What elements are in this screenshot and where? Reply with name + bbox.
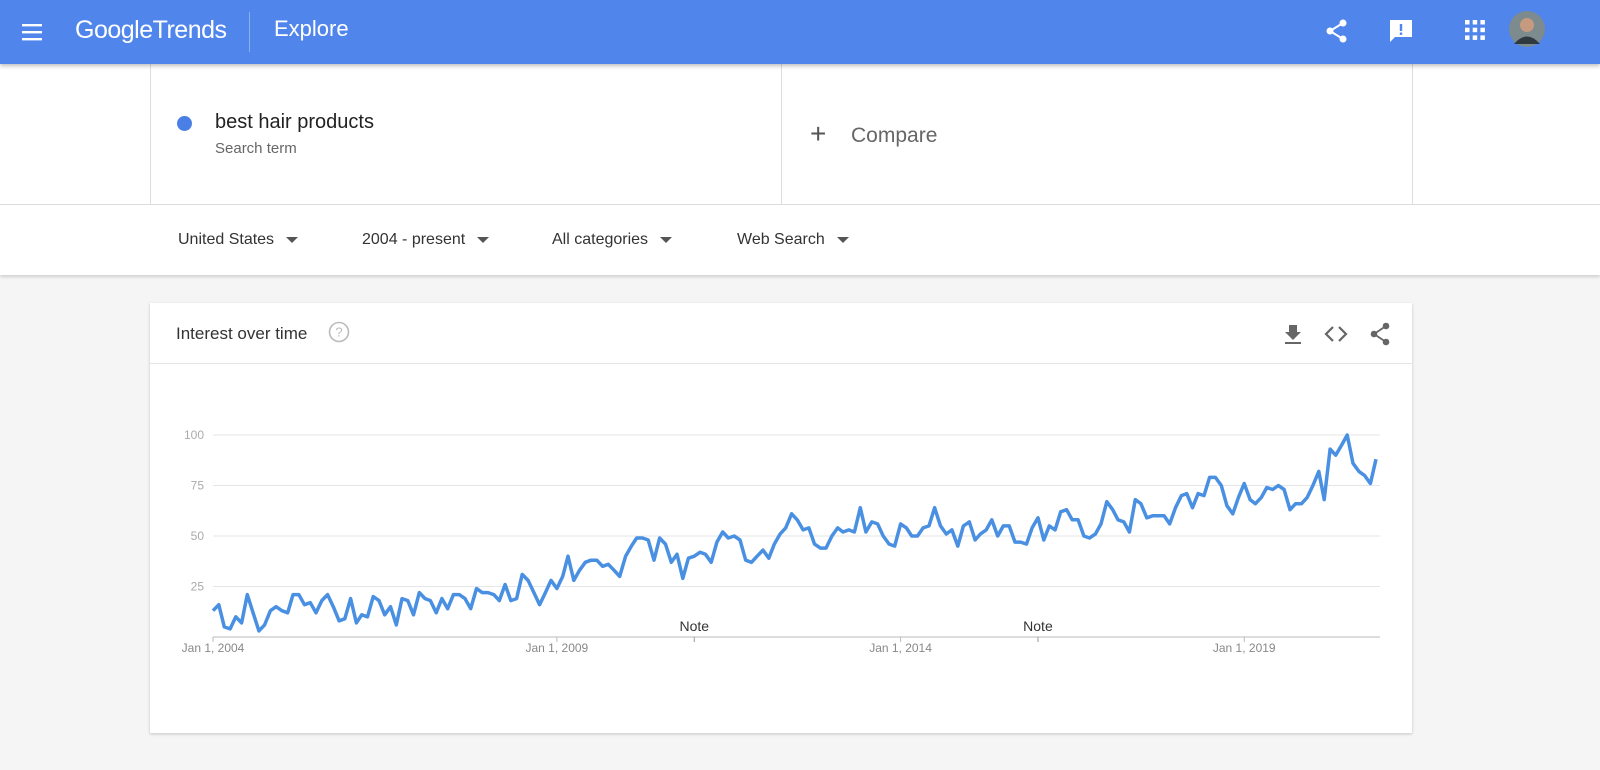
filter-bar: United States 2004 - present All categor… [0,205,1600,275]
page-title: Explore [274,16,349,41]
search-type-filter[interactable]: Web Search [737,231,849,249]
search-term[interactable]: best hair products [215,111,374,133]
x-tick-label: Jan 1, 2009 [526,641,589,655]
feedback-button[interactable] [1388,18,1414,44]
time-filter[interactable]: 2004 - present [362,231,490,249]
divider [781,64,782,204]
filter-label: All categories [552,231,649,248]
menu-button[interactable] [20,20,44,44]
filter-label: United States [178,231,275,248]
divider [249,12,250,52]
trend-line [211,433,1378,633]
card-title: Interest over time [176,324,308,343]
filter-label: 2004 - present [362,231,466,248]
embed-button[interactable] [1324,323,1348,345]
x-tick-label: Jan 1, 2004 [182,641,245,655]
apps-button[interactable] [1464,19,1486,41]
logo-trends: Trends [152,16,227,44]
caret [286,237,299,243]
divider [150,64,151,204]
x-tick-label: Jan 1, 2014 [869,641,932,655]
card-divider [150,363,1412,364]
caret [477,237,490,243]
term-type: Search term [215,140,297,157]
caret [660,237,673,243]
category-filter[interactable]: All categories [552,231,673,249]
download-button[interactable] [1282,323,1304,345]
term-dot [177,116,192,131]
caret [836,237,849,243]
region-filter[interactable]: United States [178,231,299,249]
search-panel: best hair products Search term + Compare [0,64,1600,205]
note-label: Note [679,618,709,634]
share-button[interactable] [1324,18,1350,44]
chart: 25 50 75 100 Jan 1, 2004 Jan 1, 2009 Jan 1, 20… [182,428,1380,655]
share-chart-button[interactable] [1369,322,1391,346]
help-icon[interactable]: ? [328,321,350,343]
y-tick-label: 25 [191,580,205,594]
logo-google: Google [75,16,153,44]
avatar[interactable] [1509,11,1545,47]
compare-button[interactable]: Compare [851,124,938,147]
divider [1412,64,1413,204]
filter-label: Web Search [737,231,825,248]
y-tick-label: 75 [191,479,205,493]
plus-icon[interactable]: + [810,118,827,149]
top-bar: GoogleTrends Explore [0,0,1600,64]
svg-text:?: ? [335,325,342,340]
y-tick-label: 100 [184,428,204,442]
x-tick-label: Jan 1, 2019 [1213,641,1276,655]
logo[interactable]: GoogleTrends [75,16,227,45]
interest-card: Interest over time ? 25 50 75 100 Jan 1, 200… [150,303,1412,733]
y-tick-label: 50 [191,529,205,543]
note-label: Note [1023,618,1053,634]
